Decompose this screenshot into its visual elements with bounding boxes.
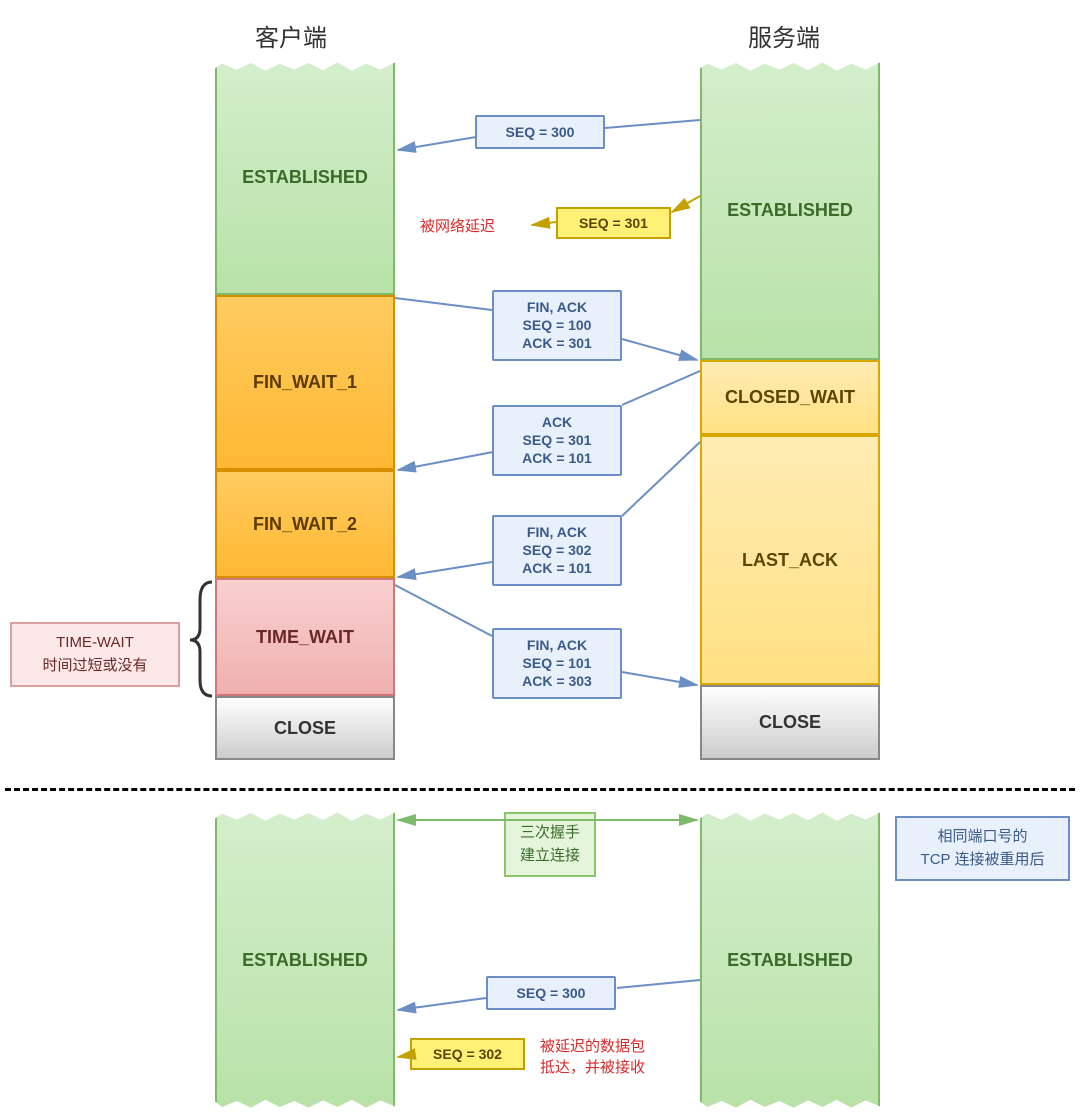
state-s3: LAST_ACK [700,435,880,685]
server-header: 服务端 [748,18,820,53]
packet-p3: FIN, ACKSEQ = 100ACK = 301 [492,290,622,361]
state-c3: FIN_WAIT_2 [215,470,395,578]
note-timewait-text: TIME-WAIT时间过短或没有 [42,634,147,674]
client-header: 客户端 [255,18,327,53]
note-reuse-text: 相同端口号的TCP 连接被重用后 [921,828,1045,868]
state-c5: CLOSE [215,696,395,760]
packet-p1: SEQ = 300 [475,115,605,149]
note-delay: 被网络延迟 [420,216,495,237]
note-reuse: 相同端口号的TCP 连接被重用后 [895,816,1070,881]
state-c6: ESTABLISHED [215,810,395,1110]
packet-p8: SEQ = 300 [486,976,616,1010]
note-timewait: TIME-WAIT时间过短或没有 [10,622,180,687]
packet-p4: ACKSEQ = 301ACK = 101 [492,405,622,476]
state-s4: CLOSE [700,685,880,760]
state-s1: ESTABLISHED [700,60,880,360]
state-c2: FIN_WAIT_1 [215,295,395,470]
state-s5: ESTABLISHED [700,810,880,1110]
note-arrive: 被延迟的数据包抵达，并被接收 [540,1036,645,1078]
divider-line [5,788,1075,791]
packet-p6: FIN, ACKSEQ = 101ACK = 303 [492,628,622,699]
note-handshake: 三次握手建立连接 [504,812,596,877]
state-c1: ESTABLISHED [215,60,395,295]
state-c4: TIME_WAIT [215,578,395,696]
packet-p2: SEQ = 301 [556,207,671,239]
state-s2: CLOSED_WAIT [700,360,880,435]
packet-p7: SEQ = 302 [410,1038,525,1070]
note-handshake-text: 三次握手建立连接 [520,824,580,864]
packet-p5: FIN, ACKSEQ = 302ACK = 101 [492,515,622,586]
